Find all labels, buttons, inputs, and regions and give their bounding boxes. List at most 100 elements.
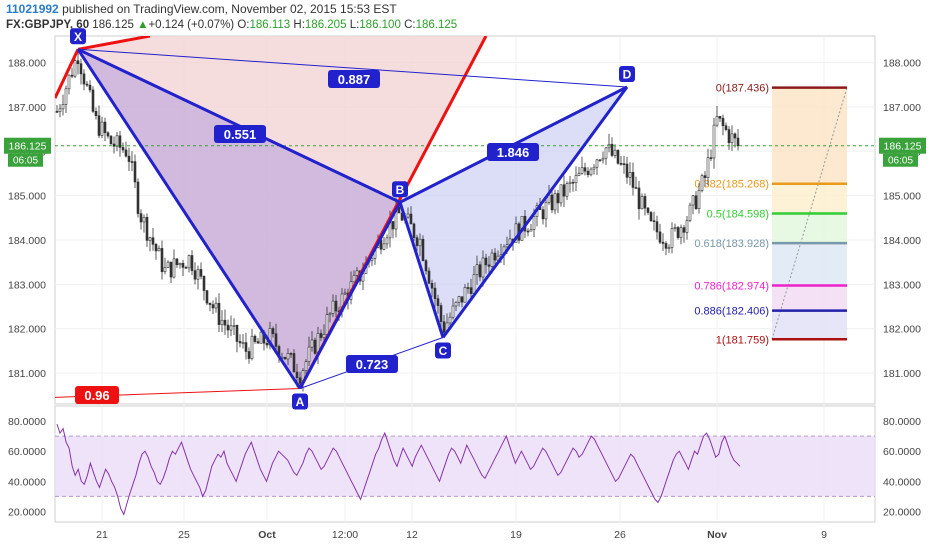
candle-body [181,262,185,268]
candle-body [124,149,128,157]
candle-body [712,124,716,159]
candle-body [70,74,74,77]
rsi-tick-right: 80.0000 [883,416,921,428]
current-price-value-right: 186.125 [884,141,922,153]
point-x-badge[interactable] [70,28,86,45]
ratio-label: 0.96 [84,388,109,403]
candle-body [232,325,236,327]
candle-body [64,88,68,105]
point-a-badge[interactable] [292,393,308,410]
candle-body [355,270,359,276]
candle-body [616,149,620,164]
candle-body [319,333,323,338]
candle-body [733,133,737,139]
symbol-bar: FX:GBPJPY, 60 186.125 ▲+0.124 (+0.07%) O… [6,17,457,33]
bcd-triangle [400,86,627,338]
candle-body [304,361,308,371]
candle-body [685,220,689,233]
candle-body [97,115,101,136]
candle-body [88,84,92,91]
candle-body [676,227,680,238]
leg-cd [441,86,629,339]
ratio-badge[interactable] [214,125,266,143]
current-price-marker-left [4,137,51,154]
time-tick-label: 26 [614,529,626,541]
candle-body [568,181,572,184]
candle-body [724,125,728,130]
xab-triangle [78,49,400,389]
candle-body [694,195,698,210]
point-a-label: A [296,395,305,409]
candle-body [100,121,104,136]
candle-body [409,213,413,225]
fib-zone [772,310,847,340]
candle-body [241,342,245,344]
ratio-badge[interactable] [75,386,119,404]
fib-level-label: 0(187.436) [716,83,769,95]
time-tick-label: Nov [707,529,727,541]
rsi-tick-left: 40.0000 [8,476,46,488]
candle-body [667,247,671,250]
price-tick-left: 185.000 [8,191,46,203]
current-price-value-left: 186.125 [9,141,47,153]
candle-body [139,213,143,223]
point-c-badge[interactable] [435,342,451,359]
candle-body [298,377,302,384]
candle-body [154,243,158,252]
price-tick-left: 188.000 [8,58,46,70]
time-tick-label: Oct [258,529,276,541]
candle-body [127,155,131,162]
candle-body [640,196,644,210]
candle-body [253,335,257,342]
candle-body [463,287,467,303]
candle-body [487,264,491,267]
rsi-tick-left: 80.0000 [8,416,46,428]
candle-body [634,187,638,189]
ratio-badge[interactable] [487,143,539,161]
candle-body [619,163,623,165]
candle-body [313,339,317,354]
candle-body [271,328,275,335]
candle-body [292,353,296,373]
candle-body [472,274,476,294]
price-tick-left: 187.000 [8,102,46,114]
candle-body [82,73,86,85]
ratio-badge[interactable] [328,70,380,88]
current-price-marker-right [879,137,926,154]
candle-body [256,341,260,344]
ratio-label: 1.846 [497,145,530,160]
symbol-label[interactable]: FX:GBPJPY, 60 [6,19,90,31]
ratio-badge[interactable] [346,355,398,373]
last-price: 186.125 [92,19,134,31]
point-b-label: B [396,183,405,197]
candle-body [238,341,242,344]
candle-body [556,193,560,204]
high-label: H: [293,19,305,31]
candle-body [658,231,662,243]
leg-xa [76,48,302,390]
leg-xd [77,48,628,88]
rsi-tick-right: 60.0000 [883,446,921,458]
candle-body [244,342,248,352]
price-tick-left: 184.000 [8,235,46,247]
candle-body [412,223,416,238]
point-b-badge[interactable] [392,181,408,198]
candle-body [61,104,65,110]
chart-id-link[interactable]: 11021992 [6,2,59,16]
candle-body [217,302,221,325]
open-value: 186.113 [249,19,291,31]
candle-body [697,190,701,210]
candle-body [382,243,386,250]
candle-body [514,223,518,243]
fib-level-label: 0.886(182.406) [694,306,769,318]
candle-body [202,275,206,291]
candle-body [433,287,437,299]
candle-body [109,135,113,145]
price-tick-right: 188.000 [883,58,921,70]
point-d-badge[interactable] [619,65,635,82]
fib-zone [772,243,847,286]
candle-body [115,135,119,147]
candle-body [706,157,710,178]
time-tick-label: 9 [821,529,827,541]
